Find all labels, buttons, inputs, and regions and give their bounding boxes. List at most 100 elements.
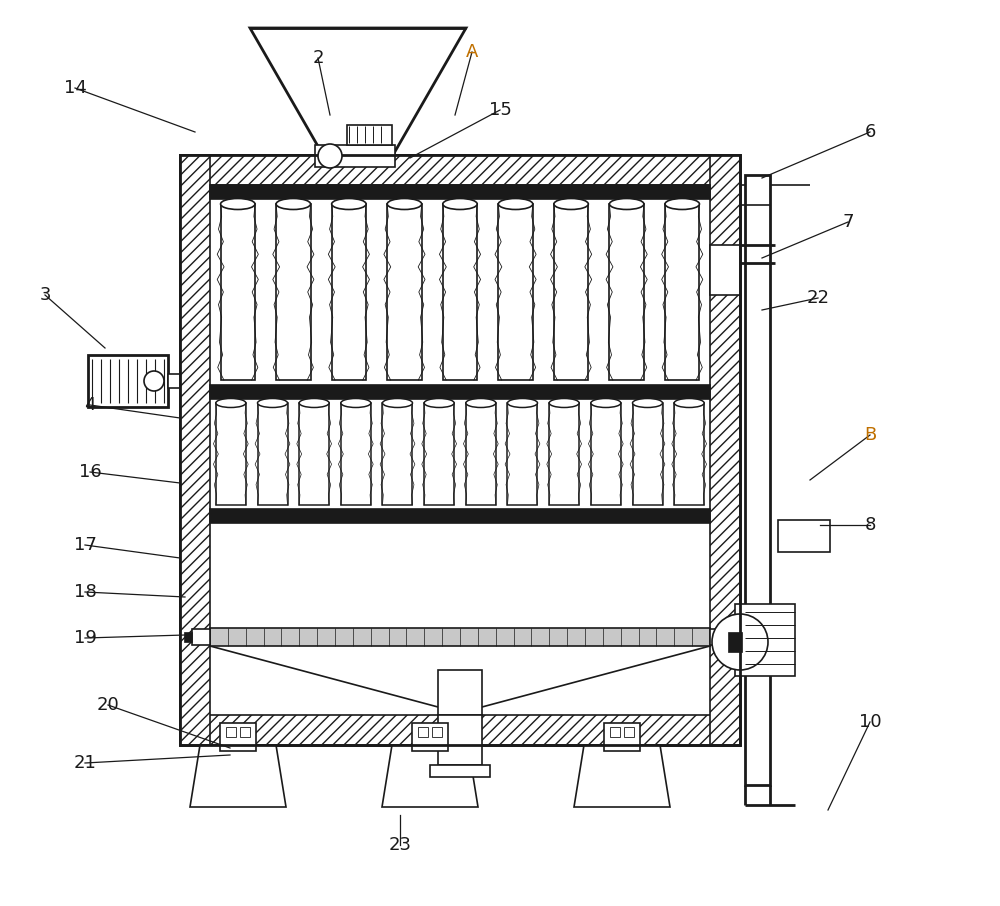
Bar — [341, 403, 371, 505]
Polygon shape — [250, 28, 466, 155]
Text: 21: 21 — [74, 754, 96, 772]
Text: A: A — [466, 43, 478, 61]
Bar — [778, 520, 830, 552]
Text: 23: 23 — [388, 836, 412, 854]
Bar — [745, 175, 770, 785]
Bar — [438, 715, 482, 765]
Text: 18: 18 — [74, 583, 96, 601]
Bar — [432, 727, 442, 737]
Ellipse shape — [549, 399, 579, 408]
Bar — [710, 629, 728, 645]
Text: 8: 8 — [864, 516, 876, 534]
Text: 20: 20 — [97, 696, 119, 714]
Bar — [180, 155, 740, 185]
Bar — [210, 509, 710, 523]
Text: B: B — [864, 426, 876, 444]
Polygon shape — [190, 745, 286, 807]
Bar — [216, 403, 246, 505]
Ellipse shape — [216, 399, 246, 408]
Ellipse shape — [144, 371, 164, 391]
Bar — [382, 403, 412, 505]
Text: 19: 19 — [74, 629, 96, 647]
Bar — [332, 204, 366, 380]
Bar — [412, 723, 448, 751]
Bar — [549, 403, 579, 505]
Bar — [498, 204, 533, 380]
Bar — [210, 523, 710, 628]
Bar — [604, 723, 640, 751]
Bar — [633, 403, 662, 505]
Polygon shape — [382, 745, 478, 807]
Ellipse shape — [633, 399, 662, 408]
Ellipse shape — [507, 399, 537, 408]
Text: 16: 16 — [79, 463, 101, 481]
Bar — [210, 628, 710, 646]
Bar — [735, 604, 795, 676]
Bar — [507, 403, 537, 505]
Bar — [220, 723, 256, 751]
Text: 22: 22 — [806, 289, 830, 307]
Bar — [443, 204, 477, 380]
Bar — [184, 632, 192, 642]
Bar — [665, 204, 699, 380]
Text: 14: 14 — [64, 79, 86, 97]
Bar — [315, 145, 395, 167]
Bar — [210, 385, 710, 399]
Text: 3: 3 — [39, 286, 51, 304]
Ellipse shape — [498, 198, 533, 209]
Bar — [430, 765, 490, 777]
Ellipse shape — [609, 198, 644, 209]
Circle shape — [712, 614, 768, 670]
Bar — [438, 670, 482, 715]
Bar — [418, 727, 428, 737]
Bar — [466, 403, 496, 505]
Ellipse shape — [299, 399, 329, 408]
Bar — [180, 715, 740, 745]
Polygon shape — [574, 745, 670, 807]
Text: 10: 10 — [859, 713, 881, 731]
Ellipse shape — [387, 198, 422, 209]
Text: 7: 7 — [842, 213, 854, 231]
Bar — [210, 199, 710, 385]
Bar — [276, 204, 311, 380]
Text: 2: 2 — [312, 49, 324, 67]
Ellipse shape — [221, 198, 255, 209]
Text: 6: 6 — [864, 123, 876, 141]
Ellipse shape — [674, 399, 704, 408]
Bar — [240, 727, 250, 737]
Ellipse shape — [466, 399, 496, 408]
Ellipse shape — [332, 198, 366, 209]
Bar — [624, 727, 634, 737]
Text: 4: 4 — [84, 396, 96, 414]
Bar — [554, 204, 588, 380]
Bar — [610, 727, 620, 737]
Bar — [180, 155, 740, 745]
Ellipse shape — [341, 399, 371, 408]
Bar — [221, 204, 255, 380]
Ellipse shape — [591, 399, 621, 408]
Text: 15: 15 — [489, 101, 511, 119]
Text: 17: 17 — [74, 536, 96, 554]
Bar — [591, 403, 621, 505]
Ellipse shape — [424, 399, 454, 408]
Bar — [192, 629, 210, 645]
Ellipse shape — [276, 198, 311, 209]
Bar — [728, 632, 736, 642]
Circle shape — [318, 144, 342, 168]
Bar — [226, 727, 236, 737]
Bar — [609, 204, 644, 380]
Ellipse shape — [443, 198, 477, 209]
Ellipse shape — [258, 399, 288, 408]
Bar — [728, 632, 742, 652]
Bar — [387, 204, 422, 380]
Bar — [299, 403, 329, 505]
Bar — [88, 355, 168, 407]
Bar — [674, 403, 704, 505]
Bar — [258, 403, 288, 505]
Bar — [180, 155, 740, 745]
Bar — [180, 155, 210, 745]
Bar — [710, 155, 740, 745]
Bar — [210, 399, 710, 509]
Bar — [210, 185, 710, 199]
Bar — [168, 374, 180, 388]
